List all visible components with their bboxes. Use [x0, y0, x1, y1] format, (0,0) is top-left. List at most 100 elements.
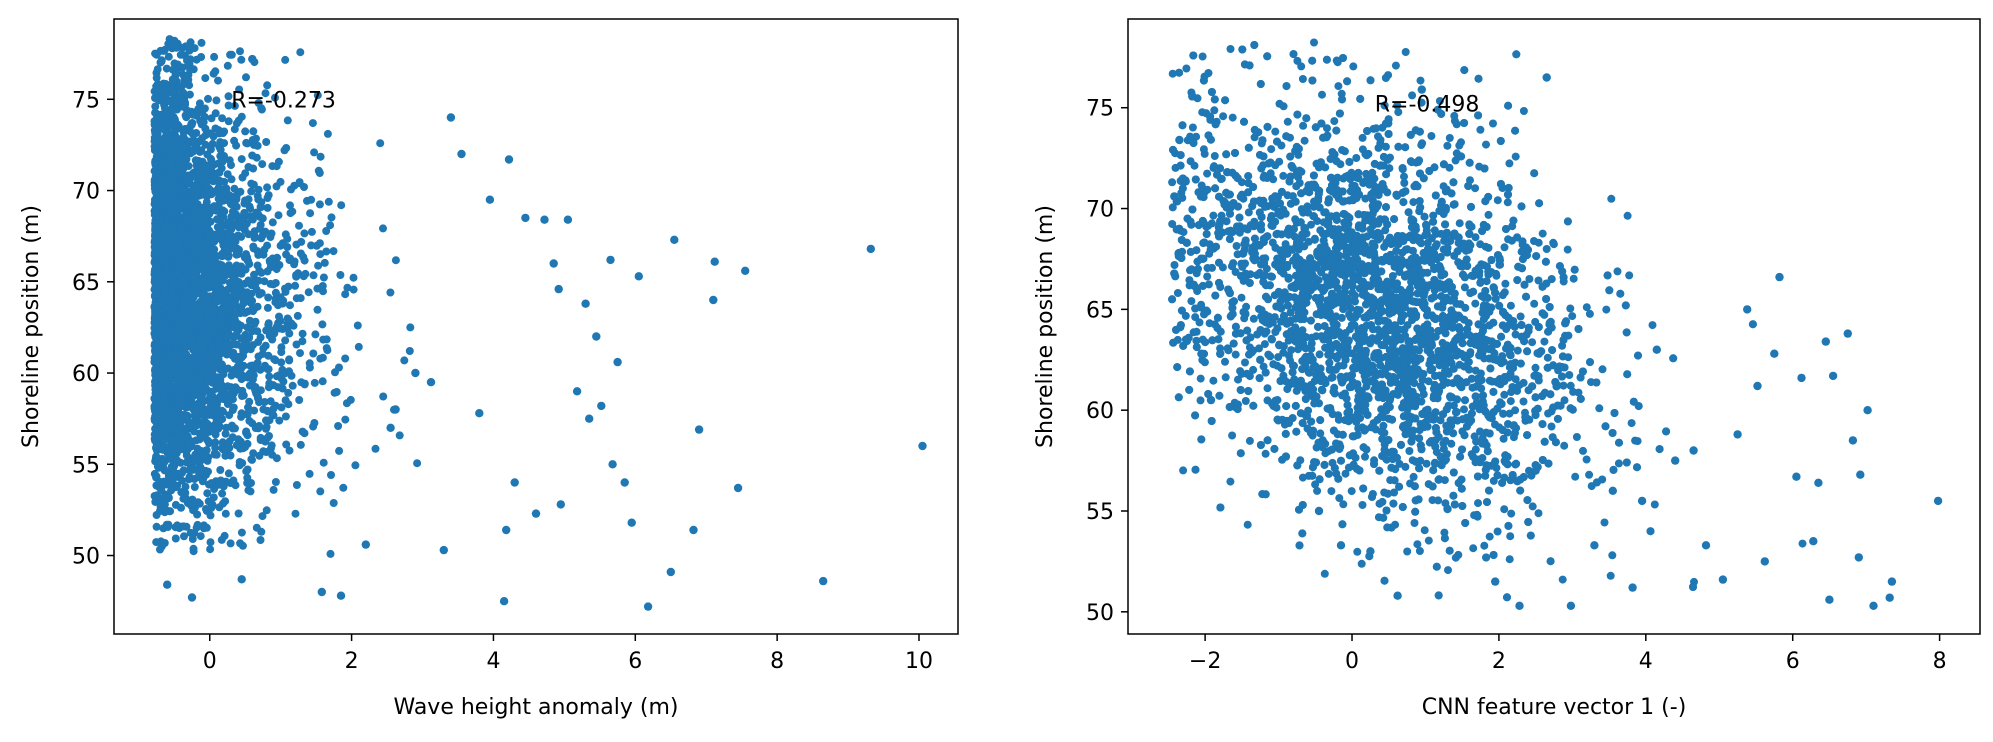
- scatter-point: [310, 419, 319, 427]
- scatter-point: [276, 177, 285, 186]
- scatter-point: [316, 152, 325, 161]
- scatter-point: [531, 509, 541, 518]
- scatter-point: [161, 80, 170, 88]
- scatter-point: [152, 50, 161, 59]
- x-tick-label: 4: [486, 649, 500, 674]
- scatter-point: [264, 293, 273, 302]
- scatter-point: [262, 138, 271, 146]
- scatter-point: [298, 329, 307, 338]
- scatter-point: [237, 215, 246, 224]
- scatter-point: [311, 330, 320, 339]
- scatter-point: [262, 423, 271, 431]
- scatter-point: [209, 172, 218, 181]
- scatter-point: [199, 160, 208, 169]
- scatter-point: [261, 89, 270, 98]
- scatter-point: [258, 214, 267, 223]
- scatter-point: [171, 365, 180, 374]
- scatter-point: [276, 317, 285, 325]
- scatter-point: [160, 104, 169, 113]
- scatter-point: [341, 290, 350, 299]
- scatter-point: [202, 181, 211, 190]
- scatter-point: [274, 301, 283, 310]
- scatter-point: [241, 127, 250, 136]
- scatter-point: [201, 140, 210, 149]
- scatter-point: [194, 498, 203, 507]
- scatter-point: [284, 315, 293, 324]
- scatter-point: [161, 200, 170, 209]
- scatter-point: [376, 139, 385, 148]
- scatter-point: [212, 252, 221, 261]
- scatter-point: [168, 179, 177, 188]
- scatter-point: [176, 50, 185, 59]
- scatter-point: [218, 348, 227, 356]
- scatter-point: [228, 433, 237, 442]
- scatter-point: [1500, 390, 1509, 399]
- scatter-point: [151, 216, 160, 225]
- scatter-point: [152, 522, 161, 531]
- scatter-point: [296, 294, 305, 303]
- scatter-point: [170, 36, 179, 46]
- scatter-point: [192, 457, 201, 466]
- scatter-point: [173, 521, 182, 530]
- scatter-point: [192, 523, 201, 532]
- scatter-point: [263, 433, 272, 442]
- scatter-point: [231, 383, 240, 392]
- scatter-point: [341, 354, 350, 363]
- scatter-point: [315, 200, 324, 209]
- scatter-point: [286, 254, 295, 263]
- scatter-point: [250, 270, 258, 279]
- scatter-point: [185, 254, 194, 263]
- scatter-point: [230, 300, 239, 309]
- scatter-point: [195, 250, 204, 259]
- scatter-point: [179, 387, 188, 396]
- scatter-point: [918, 441, 927, 451]
- scatter-point: [613, 357, 622, 367]
- scatter-point: [162, 322, 170, 331]
- scatter-point: [212, 322, 221, 331]
- scatter-point: [216, 466, 225, 474]
- scatter-point: [171, 293, 180, 302]
- scatter-point: [317, 587, 326, 597]
- scatter-point: [206, 511, 215, 520]
- scatter-point: [225, 443, 234, 452]
- scatter-point: [152, 511, 161, 519]
- scatter-point: [150, 285, 159, 294]
- scatter-point: [218, 207, 227, 216]
- scatter-point: [271, 294, 280, 303]
- scatter-point: [254, 249, 263, 258]
- scatter-point: [283, 116, 292, 125]
- scatter-point: [153, 235, 162, 244]
- scatter-point: [336, 591, 346, 600]
- scatter-point: [153, 386, 161, 395]
- scatter-point: [318, 353, 327, 362]
- scatter-point: [150, 133, 159, 142]
- scatter-point: [253, 191, 262, 200]
- scatter-point: [190, 483, 199, 491]
- scatter-point: [1341, 469, 1350, 478]
- scatter-point: [353, 321, 362, 330]
- scatter-point: [334, 422, 343, 430]
- scatter-point: [264, 351, 273, 360]
- scatter-point: [228, 269, 237, 278]
- scatter-point: [166, 380, 175, 389]
- scatter-point: [282, 440, 291, 449]
- scatter-point: [318, 377, 327, 386]
- scatter-point: [329, 247, 338, 256]
- scatter-point: [171, 125, 179, 134]
- scatter-point: [156, 279, 165, 288]
- scatter-point: [301, 269, 310, 278]
- scatter-point: [201, 245, 209, 254]
- scatter-point: [203, 203, 212, 211]
- scatter-point: [297, 378, 306, 387]
- scatter-point: [189, 181, 198, 190]
- scatter-point: [172, 43, 181, 52]
- scatter-point: [316, 487, 325, 496]
- scatter-point: [237, 575, 246, 584]
- scatter-point: [405, 347, 414, 355]
- scatter-point: [540, 215, 549, 224]
- scatter-point: [153, 65, 162, 74]
- scatter-point: [230, 315, 239, 324]
- scatter-point: [1413, 540, 1422, 549]
- scatter-point: [198, 322, 207, 331]
